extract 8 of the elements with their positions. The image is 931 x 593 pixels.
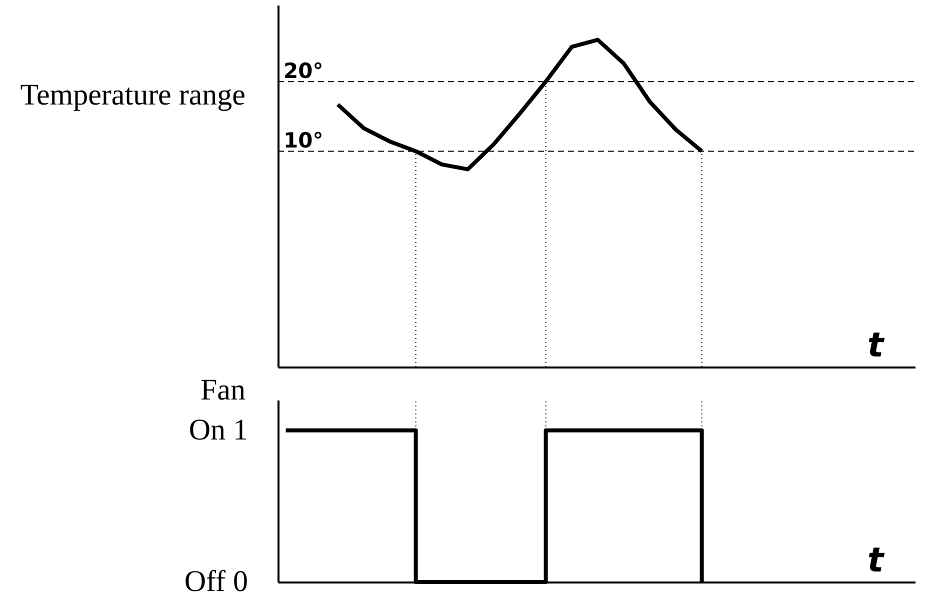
- x-axis-title: t: [867, 326, 886, 366]
- y-axis-title: Fan: [200, 374, 246, 406]
- y-tick-label: 20°: [284, 59, 324, 84]
- text: Off 0: [184, 565, 248, 593]
- x-axis-title: t: [867, 540, 886, 580]
- y-axis-title: Temperature range: [20, 78, 246, 112]
- y-tick-label: 10°: [284, 128, 324, 153]
- text: On 1: [188, 413, 248, 446]
